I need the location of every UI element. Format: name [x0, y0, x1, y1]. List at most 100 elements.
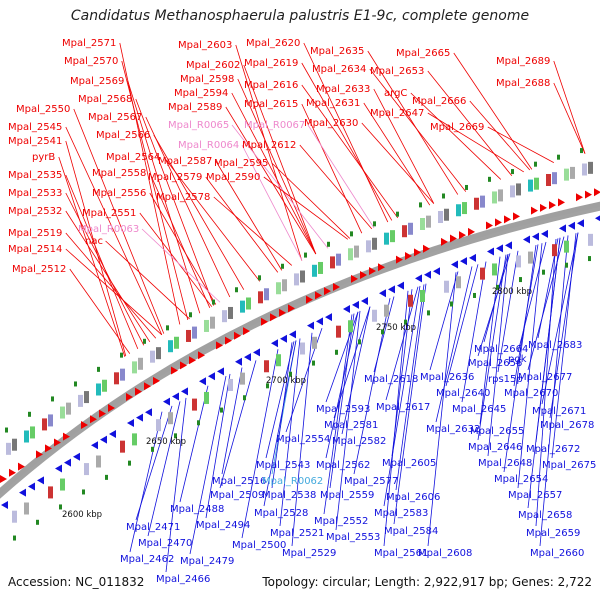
- reverse-gene-arrow: [433, 267, 440, 276]
- leader-line: [225, 106, 317, 255]
- leader-line: [179, 385, 209, 503]
- leader-line: [127, 80, 201, 314]
- leader-line: [121, 60, 189, 321]
- leader-line: [487, 126, 554, 163]
- leader-line: [163, 156, 261, 282]
- feature-band: [552, 244, 557, 257]
- leader-line: [189, 375, 227, 555]
- feature-band: [120, 368, 125, 381]
- scale-label-2750: 2750 kbp: [376, 323, 416, 333]
- gene-label: Mpal_2545: [8, 122, 62, 133]
- leader-line: [141, 228, 221, 303]
- gene-label: Mpal_R0067: [244, 120, 305, 131]
- leader-line: [539, 235, 569, 547]
- leader-line: [135, 98, 215, 306]
- leader-line: [367, 50, 459, 195]
- feature-band: [264, 288, 269, 301]
- tick-mark: [212, 299, 215, 305]
- tick-mark: [312, 360, 315, 366]
- feature-band: [372, 309, 377, 322]
- feature-band: [24, 430, 29, 443]
- reverse-gene-arrow: [415, 274, 422, 283]
- tick-mark: [51, 396, 54, 402]
- leader-line: [427, 112, 525, 173]
- feature-band: [492, 263, 497, 276]
- feature-band: [246, 297, 251, 310]
- feature-band: [354, 245, 359, 258]
- feature-band: [6, 442, 11, 455]
- leader-line: [551, 233, 577, 459]
- feature-band: [312, 336, 317, 349]
- feature-band: [462, 202, 467, 215]
- forward-gene-arrow: [576, 193, 583, 202]
- leader-line: [65, 140, 127, 357]
- leader-line: [231, 124, 329, 249]
- leader-line: [65, 210, 151, 343]
- reverse-gene-arrow: [181, 387, 188, 396]
- feature-band: [228, 306, 233, 319]
- gene-label: Mpal_2559: [320, 490, 374, 501]
- tick-mark: [473, 292, 476, 298]
- feature-band: [570, 166, 575, 179]
- reverse-gene-arrow: [1, 501, 8, 510]
- gene-label: Mpal_2553: [326, 532, 380, 543]
- forward-gene-arrow: [63, 432, 70, 441]
- leader-line: [373, 88, 435, 204]
- reverse-gene-arrow: [253, 348, 260, 357]
- gene-label: Mpal_2550: [16, 104, 70, 115]
- leader-line: [145, 116, 231, 298]
- forward-gene-arrow: [144, 382, 151, 391]
- feature-band: [516, 255, 521, 268]
- leader-line: [383, 290, 409, 547]
- leader-line: [453, 52, 533, 170]
- forward-gene-arrow: [315, 291, 322, 300]
- feature-band: [552, 172, 557, 185]
- gene-label: Mpal_2494: [196, 520, 250, 531]
- feature-band: [12, 438, 17, 451]
- leader-line: [301, 62, 393, 221]
- tick-mark: [189, 312, 192, 318]
- tick-mark: [427, 310, 430, 316]
- gene-label: Mpal_2616: [244, 80, 298, 91]
- gene-label: Mpal_2521: [270, 528, 324, 539]
- feature-band: [48, 486, 53, 499]
- gene-label: Mpal_2594: [174, 88, 228, 99]
- leader-line: [527, 236, 565, 371]
- feature-band: [582, 163, 587, 176]
- forward-gene-arrow: [126, 393, 133, 402]
- forward-gene-arrow: [225, 336, 232, 345]
- tick-mark: [258, 275, 261, 281]
- gene-label: Mpal_2528: [254, 508, 308, 519]
- reverse-gene-arrow: [217, 367, 224, 376]
- forward-gene-arrow: [549, 201, 556, 210]
- feature-band: [192, 398, 197, 411]
- feature-band: [60, 406, 65, 419]
- feature-band: [294, 273, 299, 286]
- gene-label: Mpal_2569: [70, 76, 124, 87]
- leader-line: [241, 349, 279, 539]
- tick-mark: [419, 202, 422, 208]
- leader-line: [517, 243, 543, 489]
- tick-mark: [166, 325, 169, 331]
- reverse-gene-arrow: [280, 334, 287, 343]
- leader-line: [139, 212, 213, 307]
- gene-label: Mpal_2562: [316, 460, 370, 471]
- feature-band: [300, 270, 305, 283]
- gene-label: Mpal_2568: [78, 94, 132, 105]
- gene-label: Mpal_2670: [504, 388, 558, 399]
- forward-gene-arrow: [270, 313, 277, 322]
- gene-label: Mpal_2636: [420, 372, 474, 383]
- tick-mark: [151, 446, 154, 452]
- gene-label: Mpal_R0065: [168, 120, 229, 131]
- feature-band: [456, 276, 461, 289]
- gene-label: Mpal_2552: [314, 516, 368, 527]
- gene-label: Mpal_2538: [262, 490, 316, 501]
- gene-label: Mpal_2509: [210, 490, 264, 501]
- tick-mark: [396, 211, 399, 217]
- leader-line: [393, 283, 427, 525]
- reverse-gene-arrow: [325, 313, 332, 322]
- gene-label: Mpal_2556: [92, 188, 146, 199]
- feature-band: [96, 455, 101, 468]
- gene-label: Mpal_2659: [526, 528, 580, 539]
- tick-mark: [335, 349, 338, 355]
